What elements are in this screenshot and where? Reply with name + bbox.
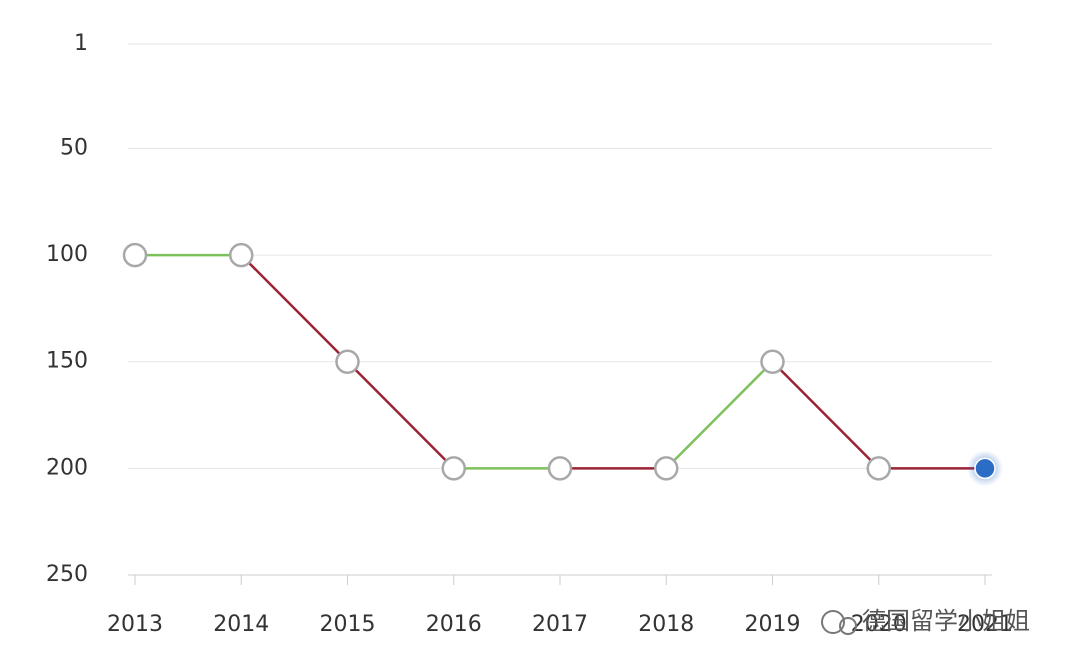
x-tick-label: 2015	[320, 612, 376, 637]
x-tick-label: 2017	[532, 612, 588, 637]
x-tick-label: 2014	[213, 612, 269, 637]
marker	[441, 456, 466, 481]
watermark-text: 德国留学小姐姐	[862, 607, 1030, 635]
marker	[866, 456, 891, 481]
x-tick-label: 2013	[107, 612, 163, 637]
y-tick-label: 100	[46, 242, 88, 267]
line-segment	[771, 360, 880, 470]
line-segment	[346, 360, 455, 470]
marker	[122, 242, 148, 268]
watermark-icon	[839, 617, 857, 635]
watermark: 德国留学小姐姐	[821, 607, 1030, 635]
x-tick-label: 2020	[851, 612, 907, 637]
y-tick-label: 1	[74, 31, 88, 56]
marker	[974, 457, 996, 480]
x-tick-label: 2018	[638, 612, 694, 637]
marker	[229, 242, 254, 268]
y-tick-label: 200	[46, 455, 88, 480]
marker	[760, 349, 785, 374]
x-tick-label: 2021	[957, 612, 1013, 637]
line-segment	[240, 254, 349, 363]
marker	[547, 456, 573, 481]
line-segment	[665, 360, 774, 470]
x-tick-label: 2019	[745, 612, 801, 637]
marker	[654, 456, 679, 481]
y-tick-label: 50	[60, 135, 88, 160]
x-tick-label: 2016	[426, 612, 482, 637]
y-tick-label: 250	[46, 562, 88, 587]
marker	[335, 349, 360, 374]
watermark-icon	[821, 610, 845, 634]
y-tick-label: 150	[46, 349, 88, 374]
